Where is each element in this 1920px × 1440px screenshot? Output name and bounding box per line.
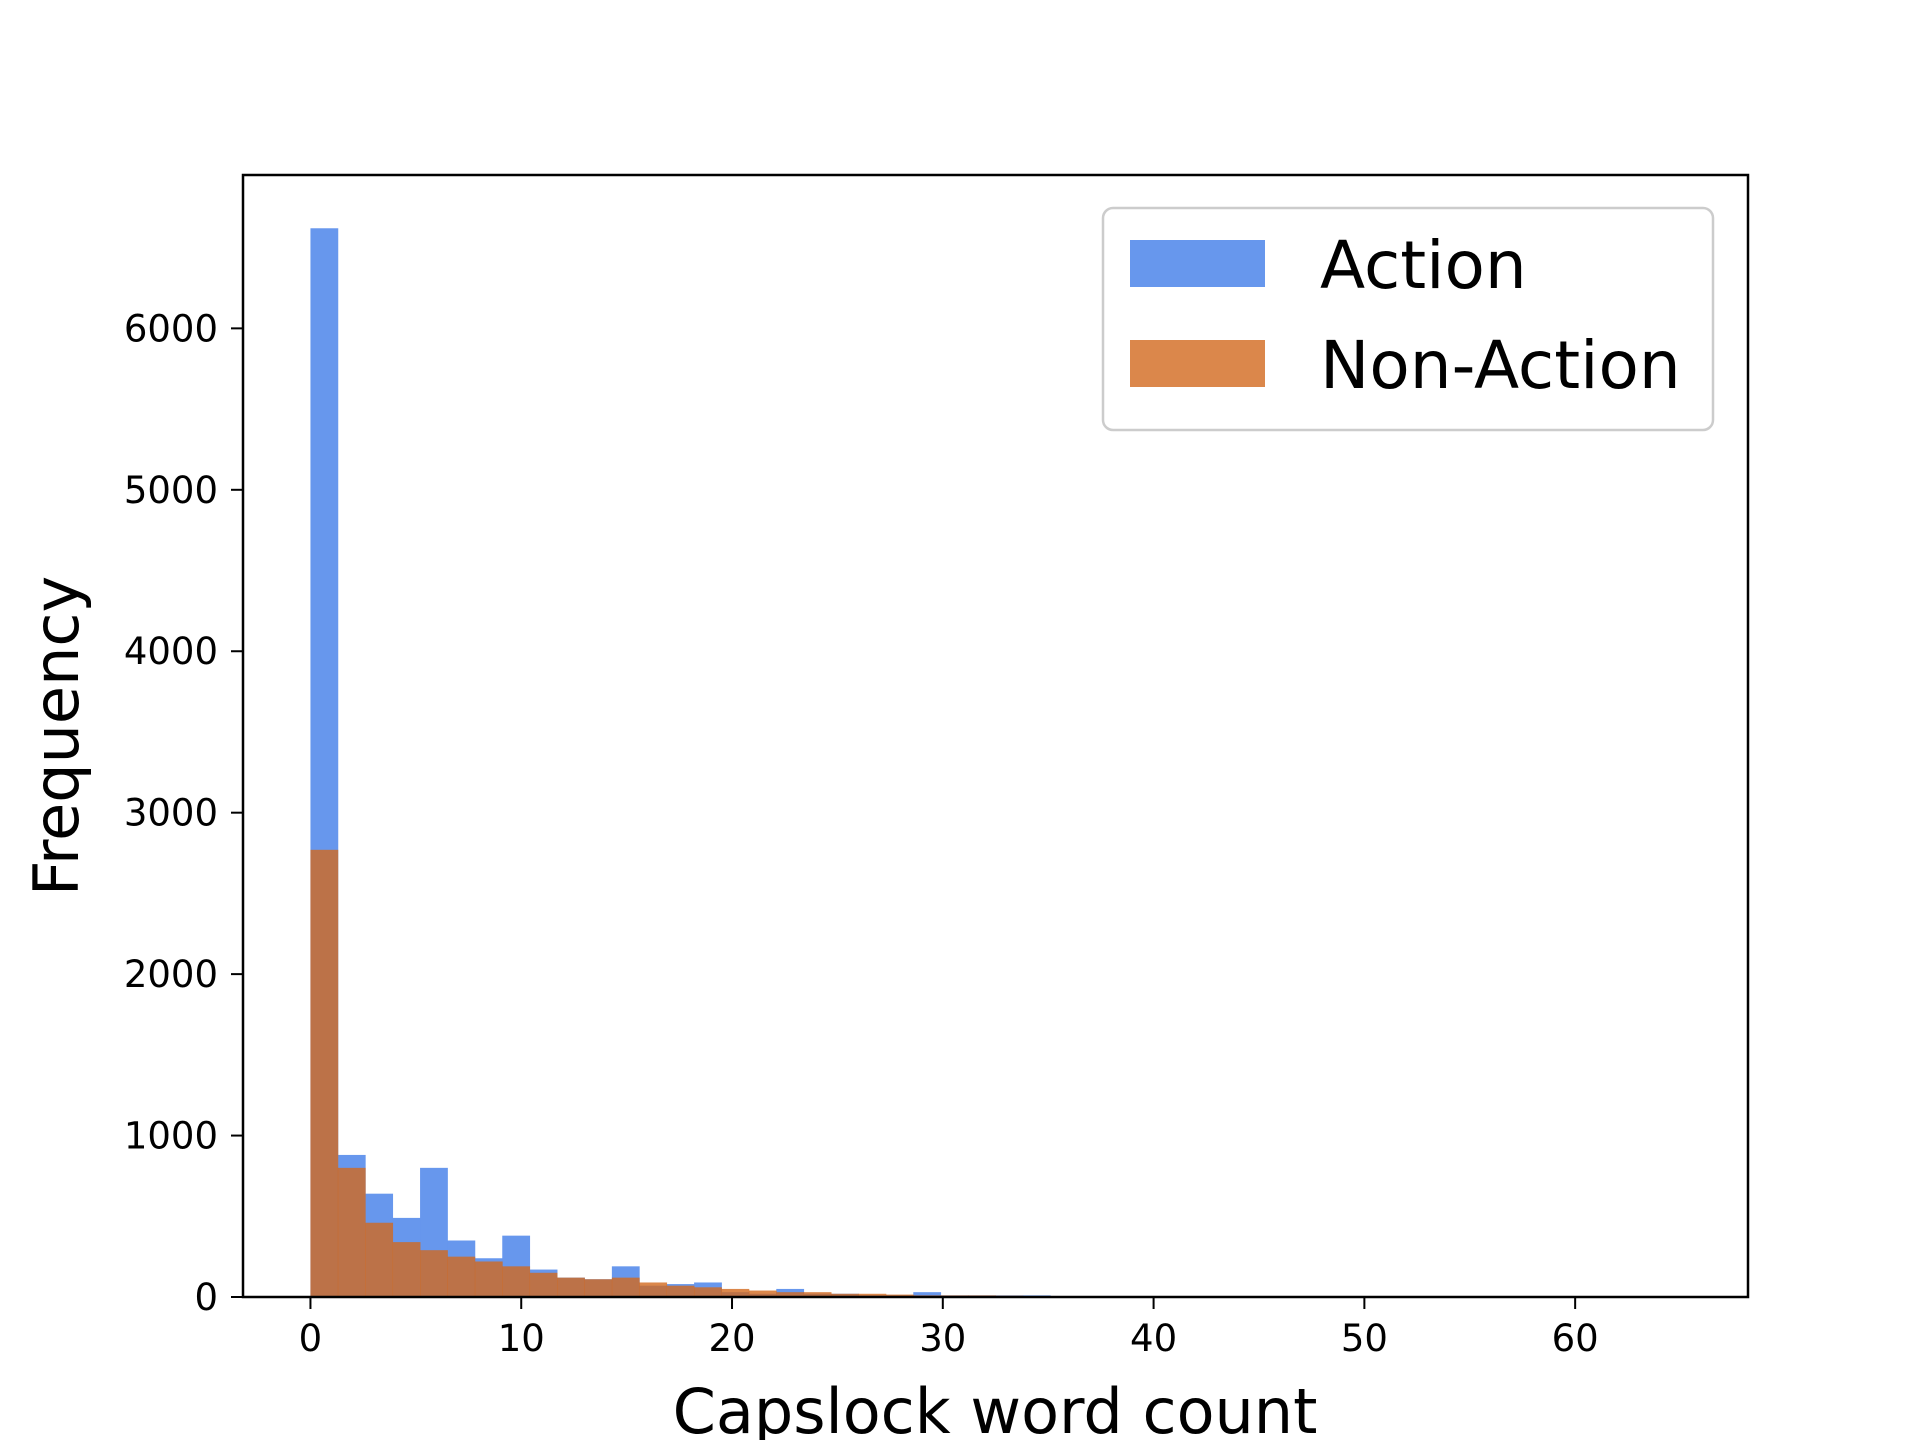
histogram-bar — [447, 1256, 476, 1297]
y-tick-label: 2000 — [124, 953, 218, 996]
histogram-bar — [776, 1292, 805, 1297]
legend-swatch-action — [1130, 240, 1265, 287]
histogram-bar — [666, 1285, 695, 1297]
histogram-bar — [721, 1288, 750, 1297]
legend-swatch-non-action — [1130, 340, 1265, 387]
histogram-bar — [584, 1279, 613, 1297]
x-axis-ticks: 0 10 20 30 40 50 60 — [299, 1297, 1599, 1360]
x-tick-label: 20 — [708, 1317, 755, 1360]
y-tick-label: 4000 — [124, 630, 218, 673]
y-axis-ticks: 0 1000 2000 3000 4000 5000 6000 — [124, 307, 243, 1319]
histogram-bar — [420, 1250, 448, 1297]
legend-label-non-action: Non-Action — [1320, 327, 1681, 404]
y-axis-label: Frequency — [20, 576, 93, 896]
y-tick-label: 5000 — [124, 469, 218, 512]
x-tick-label: 40 — [1130, 1317, 1177, 1360]
y-tick-label: 6000 — [124, 307, 218, 350]
histogram-bar — [694, 1287, 722, 1297]
histogram-bar — [831, 1293, 859, 1297]
histogram-bar — [502, 1266, 531, 1297]
histogram-bar — [858, 1293, 887, 1297]
y-tick-label: 1000 — [124, 1115, 218, 1158]
x-tick-label: 30 — [919, 1317, 966, 1360]
histogram-bar — [337, 1167, 366, 1297]
histogram-bar — [310, 849, 339, 1297]
histogram-bar — [611, 1277, 640, 1297]
x-tick-label: 0 — [299, 1317, 323, 1360]
x-tick-label: 50 — [1341, 1317, 1388, 1360]
histogram-bar — [392, 1242, 421, 1297]
y-tick-label: 3000 — [124, 792, 218, 835]
x-tick-label: 60 — [1552, 1317, 1599, 1360]
histogram-bar — [365, 1222, 394, 1297]
y-tick-label: 0 — [194, 1276, 218, 1319]
series-non-action — [310, 849, 1681, 1297]
x-axis-label: Capslock word count — [673, 1375, 1318, 1440]
plot-frame — [241, 173, 1750, 1299]
histogram-bar — [748, 1290, 777, 1297]
histogram-bar — [639, 1282, 668, 1297]
histogram-bar — [913, 1292, 942, 1297]
histogram-bar — [557, 1277, 585, 1297]
legend: Action Non-Action — [1101, 206, 1715, 432]
histogram-bar — [474, 1261, 503, 1297]
legend-label-action: Action — [1320, 227, 1527, 304]
histogram-bar — [803, 1292, 832, 1297]
x-tick-label: 10 — [498, 1317, 545, 1360]
histogram-bar — [529, 1272, 558, 1297]
histogram-bars — [310, 228, 1681, 1297]
